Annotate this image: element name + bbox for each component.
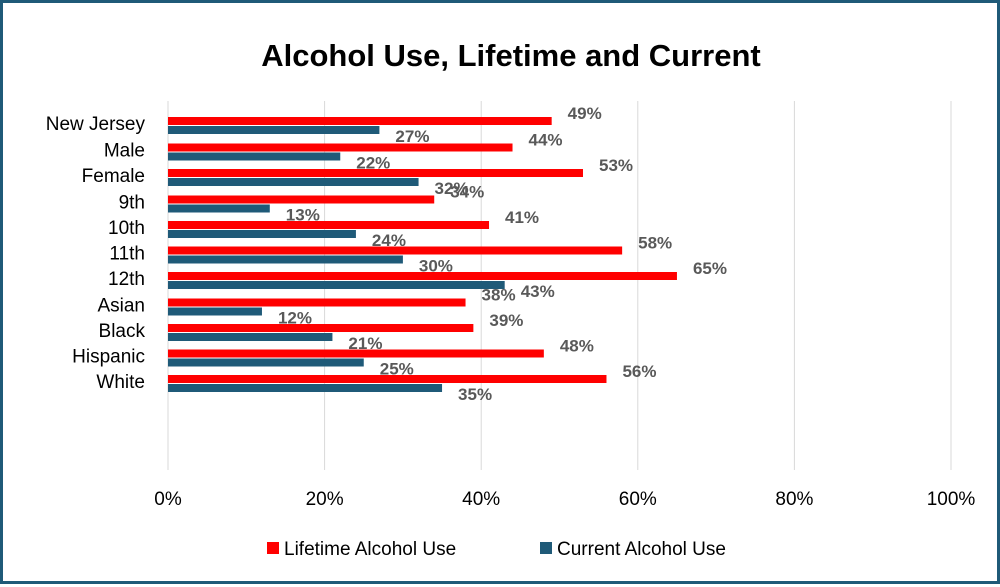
category-label-white: White: [96, 372, 145, 393]
data-label-lifetime-9th: 34%: [450, 183, 484, 202]
data-label-current-hispanic: 25%: [380, 360, 414, 379]
data-label-current-white: 35%: [458, 385, 492, 404]
legend-swatch-current: [540, 542, 552, 554]
legend[interactable]: Lifetime Alcohol Use Current Alcohol Use: [267, 539, 726, 560]
bar-lifetime-white: [168, 375, 607, 383]
data-label-current-9th: 13%: [286, 206, 320, 225]
category-label-9th: 9th: [119, 193, 145, 214]
legend-label-lifetime: Lifetime Alcohol Use: [284, 539, 456, 560]
bar-lifetime-9th: [168, 195, 435, 204]
x-tick-label-0: 0%: [154, 489, 182, 510]
category-labels: New Jersey Male Female 9th 10th 11th 12th Asian…: [46, 114, 146, 393]
data-label-current-asian: 12%: [278, 309, 312, 328]
bars: [168, 117, 677, 392]
category-label-female: Female: [82, 166, 145, 187]
bar-current-11th: [168, 255, 403, 264]
category-label-10th: 10th: [108, 218, 145, 239]
x-tick-label-60: 60%: [619, 489, 657, 510]
data-label-lifetime-hispanic: 48%: [560, 337, 594, 356]
bar-current-female: [168, 178, 419, 186]
category-label-12th: 12th: [108, 269, 145, 290]
x-tick-label-40: 40%: [462, 489, 500, 510]
bar-lifetime-male: [168, 143, 513, 152]
category-label-hispanic: Hispanic: [72, 347, 145, 368]
bar-lifetime-11th: [168, 246, 623, 255]
bar-current-male: [168, 152, 341, 161]
data-label-lifetime-12th: 65%: [693, 259, 727, 278]
data-label-lifetime-black: 39%: [489, 311, 523, 330]
x-tick-label-100: 100%: [927, 489, 976, 510]
data-label-lifetime-asian: 38%: [482, 286, 516, 305]
category-label-new-jersey: New Jersey: [46, 114, 146, 135]
category-label-black: Black: [99, 321, 146, 342]
bar-lifetime-female: [168, 169, 583, 177]
data-label-lifetime-new-jersey: 49%: [568, 104, 602, 123]
chart-svg: Alcohol Use, Lifetime and Current 49% 27%…: [46, 38, 976, 560]
data-label-current-new-jersey: 27%: [395, 127, 429, 146]
data-labels: 49% 27% 44% 22% 53% 32%34% 13% 41% 24% 58% 30% 65% 4…: [278, 104, 727, 404]
data-label-lifetime-female: 53%: [599, 156, 633, 175]
data-label-current-12th: 43%: [521, 282, 555, 301]
bar-current-hispanic: [168, 358, 364, 367]
legend-label-current: Current Alcohol Use: [557, 539, 726, 560]
bar-current-new-jersey: [168, 126, 380, 134]
bar-lifetime-black: [168, 324, 474, 332]
bar-current-9th: [168, 204, 270, 213]
data-label-current-11th: 30%: [419, 257, 453, 276]
bar-current-asian: [168, 307, 262, 316]
data-label-lifetime-11th: 58%: [638, 234, 672, 253]
category-label-male: Male: [104, 141, 145, 162]
data-label-current-male: 22%: [356, 154, 390, 173]
bar-current-10th: [168, 230, 356, 238]
category-label-asian: Asian: [97, 296, 145, 317]
data-label-current-black: 21%: [348, 334, 382, 353]
bar-lifetime-new-jersey: [168, 117, 552, 125]
bar-current-white: [168, 384, 443, 392]
bar-lifetime-hispanic: [168, 349, 544, 358]
data-label-lifetime-male: 44%: [529, 131, 563, 150]
x-tick-label-80: 80%: [775, 489, 813, 510]
bar-lifetime-10th: [168, 221, 490, 229]
data-label-lifetime-10th: 41%: [505, 208, 539, 227]
bar-current-black: [168, 333, 333, 341]
chart-title: Alcohol Use, Lifetime and Current: [261, 38, 761, 73]
bar-lifetime-asian: [168, 298, 466, 307]
x-axis-ticks: 0% 20% 40% 60% 80% 100%: [154, 489, 975, 510]
data-label-current-female: 32%: [435, 179, 469, 198]
legend-swatch-lifetime: [267, 542, 279, 554]
category-label-11th: 11th: [109, 244, 145, 265]
data-label-current-10th: 24%: [372, 231, 406, 250]
data-label-lifetime-white: 56%: [622, 362, 656, 381]
bar-current-12th: [168, 281, 505, 289]
x-tick-label-20: 20%: [306, 489, 344, 510]
bar-lifetime-12th: [168, 272, 677, 280]
